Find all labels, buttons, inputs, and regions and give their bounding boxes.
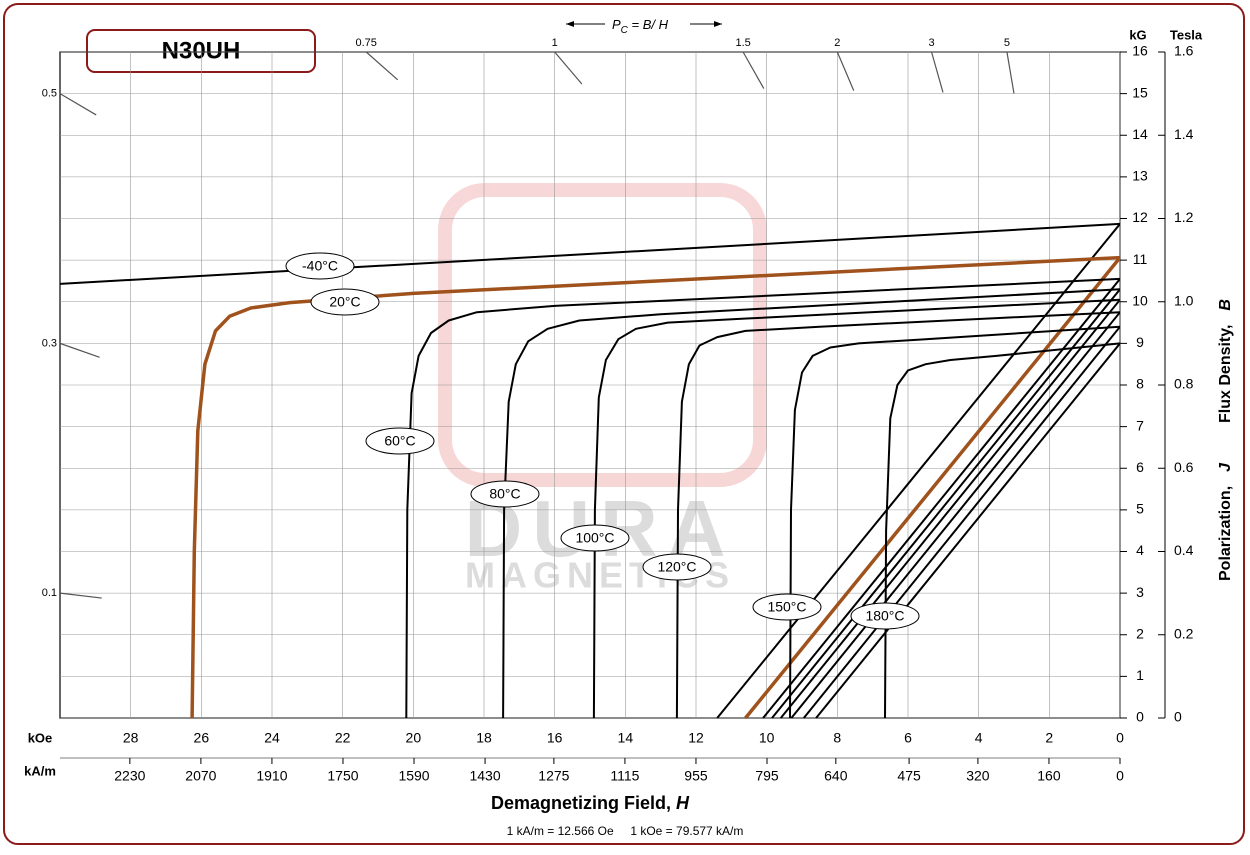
y2-unit: Tesla [1170,27,1203,42]
x2-tick-label: 2230 [114,768,145,784]
footnote: 1 kA/m = 12.566 Oe 1 kOe = 79.577 kA/m [507,824,744,838]
y-tick-label: 3 [1136,584,1144,600]
x2-tick-label: 1910 [256,768,287,784]
y-tick-label: 13 [1132,168,1148,184]
y-tick-label: 0 [1136,709,1144,725]
x2-unit: kA/m [24,763,56,778]
x-unit: kOe [28,730,53,745]
y-tick-label: 8 [1136,376,1144,392]
x-tick-label: 6 [904,730,912,746]
x2-tick-label: 1750 [327,768,358,784]
x-tick-label: 10 [759,730,775,746]
y-label-symbol: J [1217,462,1234,472]
x2-tick-label: 955 [684,768,708,784]
x-tick-label: 26 [194,730,210,746]
y2-tick-label: 0 [1174,709,1182,725]
y-label: Polarization, [1217,486,1234,581]
y2-tick-label: 0.2 [1174,625,1194,641]
y2-tick-label: 1.2 [1174,209,1194,225]
series-label: -40°C [302,258,338,274]
x2-tick-label: 0 [1116,768,1124,784]
load-line-label: 0.75 [356,37,377,49]
y2-tick-label: 0.6 [1174,459,1194,475]
x-tick-label: 12 [688,730,704,746]
x-tick-label: 14 [618,730,634,746]
y-tick-label: 2 [1136,625,1144,641]
y2-tick-label: 0.4 [1174,542,1194,558]
x2-tick-label: 640 [824,768,848,784]
series-label: 100°C [575,530,614,546]
x-axis-title: Demagnetizing Field,H [491,793,690,813]
y2-tick-label: 1.4 [1174,126,1194,142]
page: {"chart_data": { "type": "line", "title"… [0,0,1250,850]
load-line-label: 3 [928,37,934,49]
x-tick-label: 4 [975,730,983,746]
load-line-label: 0.3 [42,337,57,349]
load-line-label: 1 [552,37,558,49]
x-label: Demagnetizing Field, [491,793,671,813]
x2-tick-label: 1275 [538,768,569,784]
y-tick-label: 15 [1132,84,1148,100]
load-line-label: 0.5 [42,88,57,100]
y-tick-label: 11 [1133,251,1148,267]
x2-tick-label: 160 [1037,768,1061,784]
x2-tick-label: 1430 [469,768,500,784]
y2-label-symbol: B [1217,299,1234,311]
series-label: 180°C [865,608,904,624]
series-label: 60°C [384,433,415,449]
x2-tick-label: 1115 [610,768,639,784]
chart-title: N30UH [162,37,241,64]
series-label: 120°C [657,559,696,575]
y2-label: Flux Density, [1217,325,1234,423]
x-tick-label: 8 [833,730,841,746]
pc-rest: = B/ H [628,17,669,32]
x2-tick-label: 2070 [185,768,216,784]
x2-tick-label: 475 [897,768,921,784]
pc-p: P [612,17,621,32]
x-tick-label: 2 [1045,730,1053,746]
series-label: 20°C [329,294,360,310]
y2-tick-label: 0.8 [1174,376,1194,392]
y-tick-label: 9 [1136,334,1144,350]
x2-tick-label: 1590 [398,768,429,784]
x-tick-label: 24 [264,730,280,746]
x-tick-label: 20 [406,730,422,746]
y2-tick-label: 1.0 [1174,292,1194,308]
y-tick-label: 12 [1132,209,1148,225]
y-tick-label: 1 [1136,667,1144,683]
load-line-label: 1.5 [735,37,750,49]
y-tick-label: 5 [1136,501,1144,517]
load-line-label: 5 [1004,37,1010,49]
load-line-label: 0.1 [42,587,57,599]
y-tick-label: 7 [1136,417,1144,433]
x-tick-label: 0 [1116,730,1124,746]
x-tick-label: 16 [547,730,563,746]
load-line-label: 2 [834,37,840,49]
x-tick-label: 22 [335,730,351,746]
y-tick-label: 16 [1132,43,1148,59]
x2-tick-label: 320 [966,768,990,784]
chart: DURA MAGNETICS N30UH PC = B/ H kG Tesla … [0,0,1250,850]
y-tick-label: 14 [1132,126,1148,142]
y-unit: kG [1129,27,1146,42]
y2-tick-label: 1.6 [1174,43,1194,59]
series-label: 150°C [767,599,806,615]
y-tick-label: 10 [1132,292,1148,308]
series-label: 80°C [489,486,520,502]
x-tick-label: 18 [476,730,492,746]
y-tick-label: 4 [1136,542,1144,558]
y-tick-label: 6 [1136,459,1144,475]
x2-tick-label: 795 [755,768,779,784]
x-label-symbol: H [676,793,690,813]
x-tick-label: 28 [123,730,139,746]
